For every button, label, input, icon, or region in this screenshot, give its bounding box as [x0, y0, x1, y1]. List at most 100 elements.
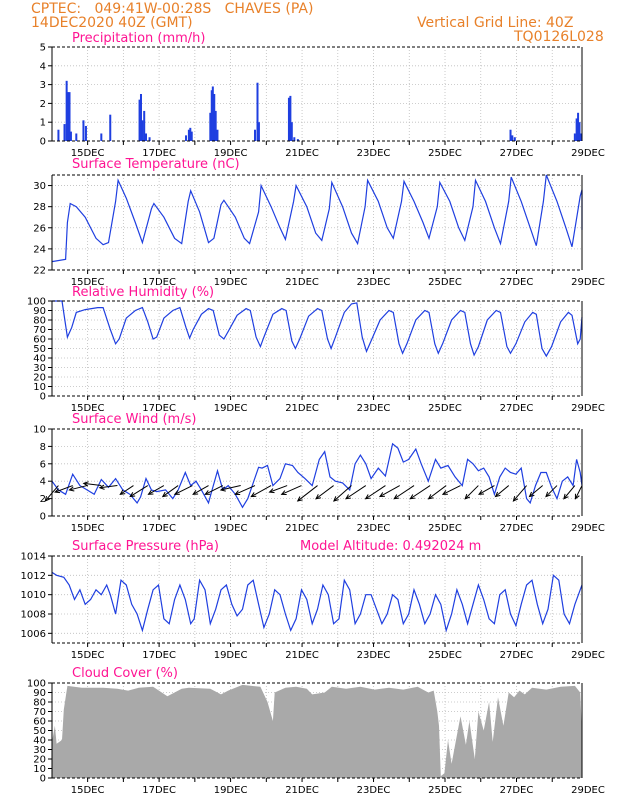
wind-arrowhead	[478, 489, 485, 495]
x-date-label: 25DEC	[428, 148, 462, 159]
panel-title: Precipitation (mm/h)	[72, 31, 205, 46]
wind-arrowhead	[315, 494, 322, 500]
x-date-label: 19DEC	[214, 650, 248, 661]
y-tick-label: 20	[33, 755, 46, 766]
x-date-label: 19DEC	[214, 148, 248, 159]
precip-bar	[82, 120, 85, 141]
panel-title: Cloud Cover (%)	[72, 666, 178, 681]
precip-bar	[65, 80, 68, 141]
wind-vector	[54, 485, 73, 493]
wind-arrowhead	[44, 495, 51, 502]
wind-vector	[297, 485, 318, 502]
x-date-label: 29DEC	[571, 650, 605, 661]
wind-vector	[281, 485, 302, 495]
wind-vector	[174, 485, 193, 495]
wind-vector	[220, 485, 241, 491]
y-tick-label: 30	[33, 363, 46, 374]
y-tick-label: 1008	[21, 610, 46, 621]
y-tick-label: 80	[33, 316, 46, 327]
y-tick-label: 3	[40, 80, 46, 91]
x-date-label: 27DEC	[500, 650, 534, 661]
wind-arrowhead	[268, 488, 275, 494]
wind-vector	[315, 485, 334, 500]
y-tick-label: 70	[33, 325, 46, 336]
wind-vector	[83, 482, 102, 487]
wind-arrowhead	[98, 484, 105, 490]
y-tick-label: 10	[33, 425, 46, 436]
precip-bar	[214, 110, 217, 141]
wind-vector	[393, 485, 415, 500]
x-date-label: 25DEC	[428, 785, 462, 796]
x-date-label: 19DEC	[214, 403, 248, 414]
x-date-label: 25DEC	[428, 403, 462, 414]
surface-temperature-nc-line	[51, 174, 583, 263]
y-tick-label: 6	[40, 459, 46, 470]
x-date-label: 21DEC	[285, 148, 319, 159]
precip-bar	[84, 125, 87, 141]
wind-arrowhead	[219, 486, 226, 492]
precip-bar	[513, 137, 516, 141]
precip-bar	[100, 133, 103, 141]
x-date-label: 17DEC	[142, 277, 176, 288]
precip-bar	[185, 135, 188, 141]
precip-bar	[577, 112, 580, 141]
x-date-label: 15DEC	[71, 277, 105, 288]
precip-bar	[75, 133, 78, 141]
x-date-label: 27DEC	[500, 403, 534, 414]
wind-vector	[464, 485, 479, 500]
y-tick-label: 28	[33, 202, 46, 213]
y-tick-label: 10	[33, 382, 46, 393]
x-date-label: 25DEC	[428, 523, 462, 534]
model-altitude-label: Model Altitude: 0.492024 m	[300, 539, 481, 554]
y-tick-label: 50	[33, 726, 46, 737]
precip-bar	[575, 118, 578, 141]
precip-bar	[138, 99, 141, 141]
precip-bar	[210, 90, 213, 141]
precip-bar	[209, 112, 212, 141]
x-date-label: 17DEC	[142, 523, 176, 534]
wind-vector	[428, 485, 447, 500]
precip-bar	[287, 97, 290, 141]
y-tick-label: 70	[33, 707, 46, 718]
wind-vector	[365, 485, 386, 500]
x-date-label: 15DEC	[71, 650, 105, 661]
wind-vector	[162, 485, 179, 497]
x-date-label: 23DEC	[357, 403, 391, 414]
y-tick-label: 1014	[21, 552, 46, 563]
precip-bar	[144, 133, 147, 141]
wind-vector	[269, 485, 288, 493]
y-tick-label: 0	[40, 774, 46, 785]
y-tick-label: 60	[33, 335, 46, 346]
precip-bar	[109, 114, 112, 141]
x-date-label: 15DEC	[71, 523, 105, 534]
wind-vector	[563, 485, 576, 500]
wind-arrowhead	[54, 488, 61, 494]
panel-title: Surface Pressure (hPa)	[72, 539, 219, 554]
wind-arrowhead	[333, 496, 339, 502]
y-tick-label: 1006	[21, 629, 46, 640]
precip-bar	[296, 139, 299, 141]
precip-bar	[187, 129, 190, 141]
y-tick-label: 1	[40, 118, 46, 129]
precip-bar	[139, 94, 142, 141]
precip-bar	[509, 129, 512, 141]
wind-vector	[513, 485, 527, 502]
wind-vector	[379, 485, 400, 497]
precip-bar	[69, 131, 72, 141]
y-tick-label: 30	[33, 745, 46, 756]
y-tick-label: 1012	[21, 571, 46, 582]
precip-bar	[57, 129, 60, 141]
x-date-label: 25DEC	[428, 277, 462, 288]
wind-arrowhead	[234, 490, 241, 496]
wind-arrowhead	[441, 490, 448, 495]
wind-vector	[345, 485, 367, 500]
wind-arrowhead	[409, 494, 416, 500]
precip-bar	[213, 94, 216, 141]
wind-arrowhead	[147, 489, 154, 495]
wind-vector	[545, 485, 558, 497]
y-tick-label: 4	[40, 61, 46, 72]
wind-arrowhead	[173, 490, 180, 495]
precip-bar	[256, 82, 259, 141]
x-date-label: 29DEC	[571, 523, 605, 534]
wind-arrowhead	[82, 481, 89, 487]
